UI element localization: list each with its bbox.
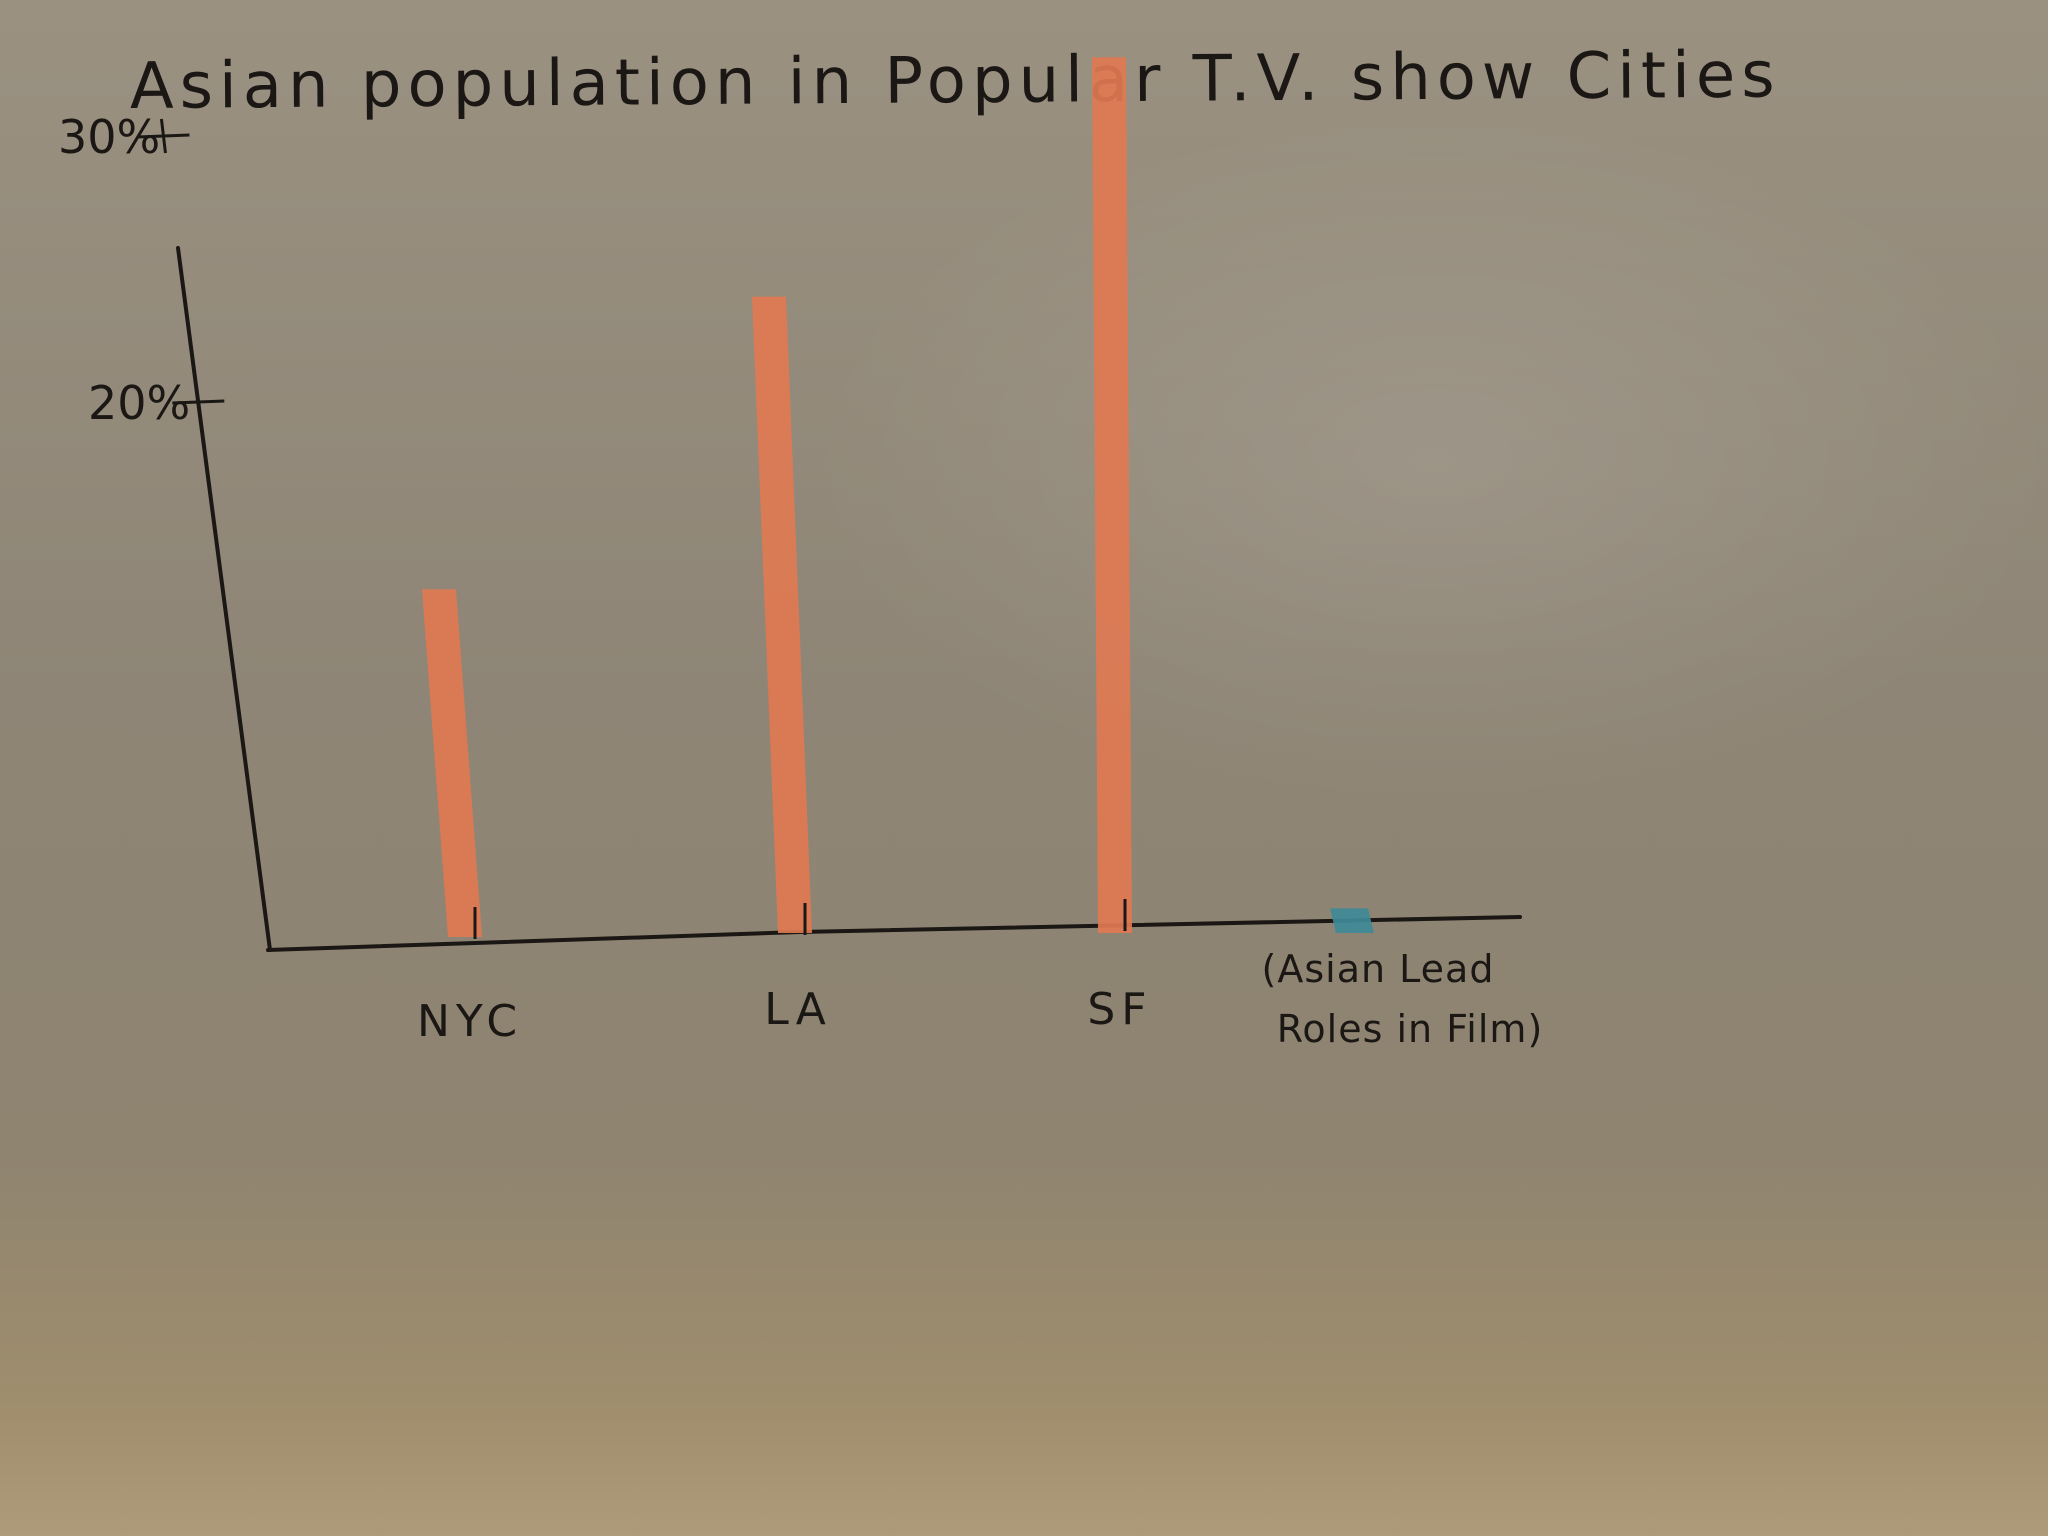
bar-sf [1092,57,1132,933]
y-axis-line [176,246,272,952]
y-axis-ticks: 20% 30% [58,110,1127,939]
chart-title: Asian population in Popular T.V. show Ci… [130,38,1781,124]
x-label-note-line-1: (Asian Lead [1262,947,1495,991]
y-tick-cross-30 [137,133,190,139]
y-tick-cross-20 [172,399,225,405]
x-axis-labels: NYC LA SF (Asian Lead Roles in Film) [417,947,1544,1051]
chart-bars [422,57,1374,937]
chart-axes [176,246,1522,952]
x-label-sf: SF [1087,984,1152,1035]
x-label-la: LA [764,984,832,1035]
bar-la [752,296,812,934]
y-tick-label-30: 30% [58,110,160,164]
bar-nyc [422,589,482,937]
x-label-nyc: NYC [417,996,523,1047]
x-label-note-line-2: Roles in Film) [1277,1007,1544,1051]
bar-asian-lead-roles-in-film [1330,908,1374,933]
y-tick-label-20: 20% [88,376,190,430]
